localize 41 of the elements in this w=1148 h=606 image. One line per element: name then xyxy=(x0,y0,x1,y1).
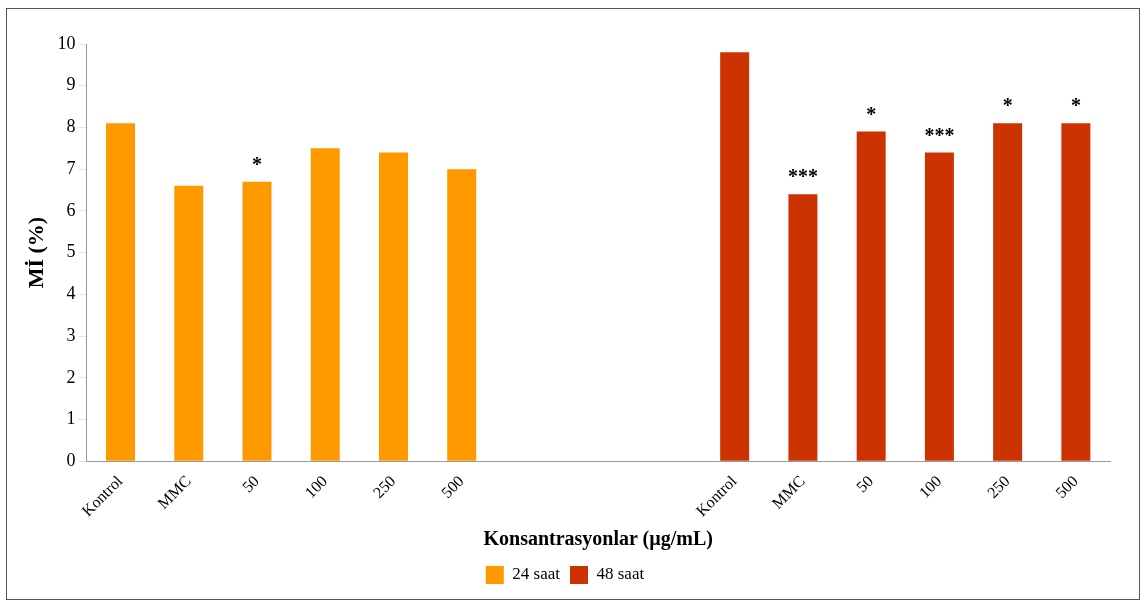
bar xyxy=(788,194,818,461)
y-tick-label: 0 xyxy=(66,449,76,470)
x-tick-label: 50 xyxy=(238,472,263,496)
x-tick-label: 100 xyxy=(915,472,945,502)
bar xyxy=(447,169,477,461)
bar xyxy=(856,131,886,461)
bar xyxy=(993,123,1023,461)
bar xyxy=(924,152,954,461)
y-tick-label: 1 xyxy=(66,408,76,429)
y-tick-label: 2 xyxy=(66,366,76,387)
data-label: *** xyxy=(787,165,818,188)
data-label: * xyxy=(1002,94,1013,117)
bar xyxy=(242,181,272,461)
x-tick-label: 100 xyxy=(301,472,331,502)
legend-label: 48 saat xyxy=(596,564,645,584)
x-tick-label: 250 xyxy=(983,472,1013,502)
y-tick-label: 6 xyxy=(66,199,76,220)
y-tick-label: 10 xyxy=(57,32,76,53)
x-tick-label: 250 xyxy=(369,472,399,502)
y-tick-label: 8 xyxy=(66,116,76,137)
y-tick-label: 3 xyxy=(66,324,76,345)
y-tick-label: 5 xyxy=(66,241,76,262)
x-tick-label: 500 xyxy=(437,472,467,502)
x-tick-label: 50 xyxy=(852,472,877,496)
data-label: * xyxy=(866,102,877,125)
bar xyxy=(106,123,136,461)
x-tick-label: 500 xyxy=(1051,472,1081,502)
bar xyxy=(310,148,340,461)
y-tick-label: 9 xyxy=(66,74,76,95)
data-label: * xyxy=(252,152,262,175)
data-label: * xyxy=(1070,94,1081,117)
bar xyxy=(378,152,408,461)
y-tick-label: 4 xyxy=(66,283,76,304)
bar xyxy=(174,185,204,461)
bar xyxy=(720,52,750,461)
data-label: *** xyxy=(924,123,955,146)
y-axis-title: Mİ (%) xyxy=(22,216,48,289)
legend-label: 24 saat xyxy=(512,564,561,584)
y-tick-label: 7 xyxy=(66,157,76,178)
x-axis-title: Konsantrasyonlar (µg/mL) xyxy=(483,527,713,551)
bar xyxy=(1061,123,1091,461)
